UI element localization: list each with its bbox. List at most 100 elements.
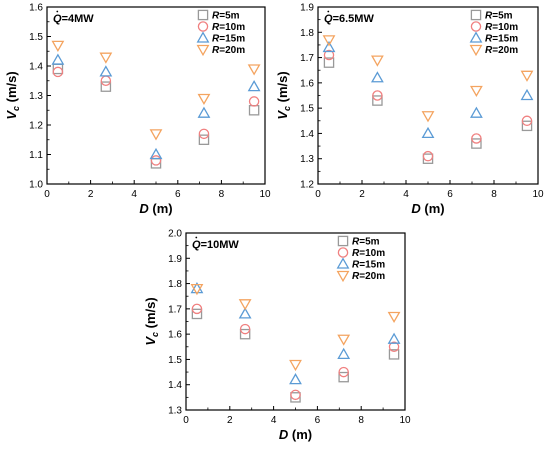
- q-dot-accent: [56, 10, 59, 13]
- x-tick-label: 0: [315, 189, 321, 200]
- data-point-circle: [521, 115, 533, 127]
- y-tick-label: 1.6: [300, 78, 314, 89]
- y-tick-label: 1.7: [300, 53, 314, 64]
- x-axis-label: D (m): [279, 427, 312, 442]
- y-tick-label: 1.5: [168, 355, 182, 366]
- data-point-circle: [422, 150, 434, 162]
- data-point-square: [323, 57, 335, 68]
- x-tick-label: 2: [359, 189, 365, 200]
- data-point-triangle-up: [51, 53, 65, 65]
- legend-marker-circle: [197, 21, 209, 32]
- data-point-triangle-down: [247, 64, 261, 76]
- y-tick-label: 1.4: [29, 62, 43, 73]
- legend-label: R=20m: [485, 45, 518, 56]
- legend-marker-circle: [470, 21, 482, 32]
- x-tick-label: 10: [532, 189, 544, 200]
- q-dot-accent: [327, 10, 330, 13]
- y-tick-label: 1.8: [168, 279, 182, 290]
- legend-label: R=5m: [212, 11, 240, 22]
- y-tick-label: 1.0: [29, 180, 43, 191]
- legend-marker-triangle-up: [336, 257, 350, 269]
- data-point-triangle-down: [337, 334, 351, 346]
- data-point-triangle-down: [238, 299, 252, 311]
- heat-release-annotation: Q=6.5MW: [324, 13, 374, 25]
- y-tick-label: 1.5: [29, 32, 43, 43]
- chart-panel-2: 0 2 4 6 8 10 1.2 1.3 1.4 1.5 1.6 1.7 1.8 1.9 D (m) Vc (…: [275, 3, 544, 217]
- data-point-triangle-up: [247, 80, 261, 92]
- legend-label: R=15m: [212, 34, 245, 45]
- data-point-circle: [338, 366, 349, 378]
- y-tick-label: 1.4: [300, 129, 314, 140]
- y-tick-label: 1.2: [300, 180, 314, 191]
- legend-label: R=5m: [485, 11, 513, 22]
- data-point-triangle-up: [370, 71, 384, 83]
- legend-label: R=20m: [352, 271, 385, 282]
- y-tick-label: 1.6: [168, 330, 182, 341]
- y-axis-label: Vc (m/s): [275, 71, 292, 119]
- x-tick-label: 4: [403, 189, 409, 200]
- y-tick-label: 1.7: [168, 304, 182, 315]
- data-point-square: [239, 328, 251, 340]
- data-point-triangle-down: [520, 70, 534, 82]
- data-point-triangle-down: [51, 40, 65, 52]
- y-tick-label: 1.9: [168, 254, 182, 265]
- data-point-square: [338, 371, 349, 383]
- data-point-circle: [290, 389, 301, 401]
- data-point-circle: [248, 96, 260, 107]
- data-point-triangle-down: [197, 93, 211, 106]
- legend-marker-circle: [337, 247, 349, 258]
- data-point-triangle-up: [337, 347, 351, 359]
- legend-marker-square: [197, 9, 209, 21]
- legend-marker-triangle-down: [336, 270, 350, 283]
- data-point-triangle-up: [387, 332, 401, 344]
- data-point-circle: [150, 155, 162, 166]
- data-point-square: [248, 105, 260, 116]
- data-point-triangle-up: [520, 88, 534, 101]
- x-tick-label: 6: [175, 189, 181, 200]
- heat-release-annotation: Q=4MW: [53, 13, 94, 25]
- data-point-circle: [198, 128, 210, 140]
- data-point-triangle-up: [149, 147, 163, 160]
- y-tick-label: 1.6: [29, 3, 43, 14]
- data-point-square: [372, 95, 383, 106]
- legend-marker-square: [470, 9, 482, 21]
- y-tick-label: 1.1: [29, 150, 43, 161]
- data-point-circle: [239, 323, 251, 335]
- x-tick-label: 0: [183, 415, 189, 426]
- y-tick-label: 2.0: [168, 229, 182, 240]
- data-point-square: [521, 120, 533, 132]
- legend-label: R=10m: [485, 22, 518, 33]
- x-tick-label: 0: [44, 189, 50, 200]
- chart-panel-3: 0 2 4 6 8 10 1.3 1.4 1.5 1.6 1.7 1.8 1.9 2.0 D (m) Vc (…: [143, 229, 411, 443]
- data-point-triangle-up: [197, 106, 211, 118]
- data-point-triangle-down: [469, 85, 483, 98]
- x-tick-label: 2: [88, 189, 94, 200]
- data-point-triangle-up: [421, 126, 435, 139]
- data-point-triangle-down: [370, 55, 384, 67]
- y-tick-label: 1.3: [29, 91, 43, 102]
- data-point-triangle-down: [289, 359, 302, 372]
- legend-marker-square: [337, 235, 349, 247]
- data-point-triangle-up: [99, 65, 113, 77]
- data-point-triangle-down: [421, 111, 435, 123]
- data-point-circle: [471, 133, 482, 144]
- x-tick-label: 6: [315, 415, 321, 426]
- data-point-square: [191, 308, 203, 320]
- x-tick-label: 8: [219, 189, 225, 200]
- legend-label: R=15m: [485, 34, 518, 45]
- data-point-triangle-up: [238, 307, 252, 319]
- x-tick-label: 8: [358, 415, 364, 426]
- x-axis-label: D (m): [411, 201, 444, 216]
- data-point-square: [388, 349, 400, 360]
- y-tick-label: 1.5: [300, 104, 314, 115]
- x-tick-label: 4: [131, 189, 137, 200]
- y-tick-label: 1.3: [168, 406, 182, 417]
- data-point-square: [198, 134, 210, 145]
- y-tick-label: 1.4: [168, 380, 182, 391]
- legend-marker-triangle-down: [196, 44, 210, 57]
- x-tick-label: 8: [491, 189, 497, 200]
- data-point-triangle-down: [322, 35, 336, 47]
- data-point-triangle-up: [190, 282, 204, 294]
- y-axis-label: Vc (m/s): [143, 297, 160, 345]
- data-point-triangle-down: [190, 284, 204, 296]
